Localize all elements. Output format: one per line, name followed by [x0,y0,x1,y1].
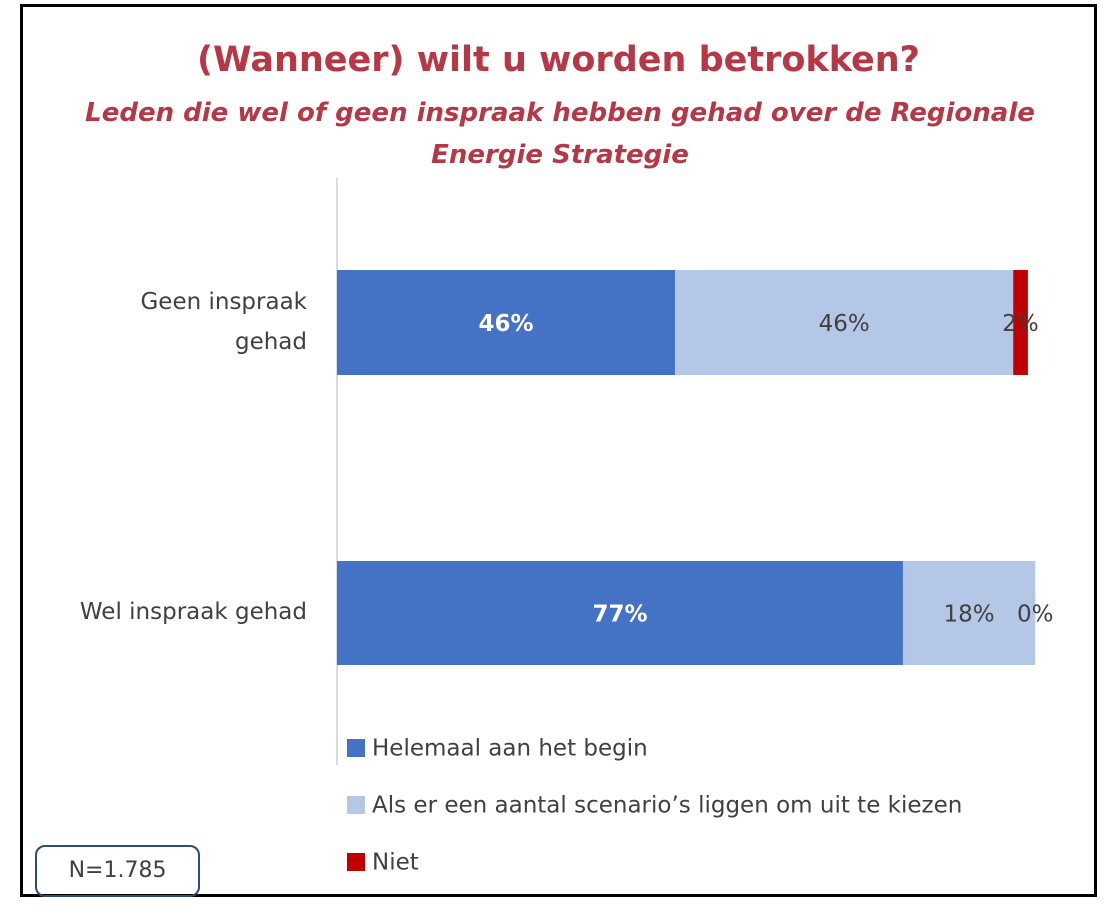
data-label: 46% [479,311,534,337]
chart-subtitle: Leden die wel of geen inspraak hebben ge… [85,98,1035,170]
bar-segment [337,561,903,665]
data-label: 18% [944,602,995,628]
y-tick-label: Geen inspraak gehad [140,289,307,355]
data-label: 77% [592,602,647,628]
data-label: 0% [1017,602,1054,628]
data-label: 2% [1002,311,1039,337]
sample-size-note: N=1.785 [35,845,200,897]
legend-swatch [347,853,365,871]
bar-segment [337,270,676,375]
legend-label: Helemaal aan het begin [372,736,648,762]
chart-title: (Wanneer) wilt u worden betrokken? [196,40,920,80]
frame [20,4,1097,897]
bar-segment [1013,270,1028,375]
y-tick-label: Wel inspraak gehad [79,599,307,625]
bar-segment [675,270,1014,375]
data-label: 46% [819,311,870,337]
legend-swatch [347,796,365,814]
bar-segment [902,561,1036,665]
legend-swatch [347,739,365,757]
legend-label: Niet [372,850,419,876]
legend-label: Als er een aantal scenario’s liggen om u… [372,793,962,819]
